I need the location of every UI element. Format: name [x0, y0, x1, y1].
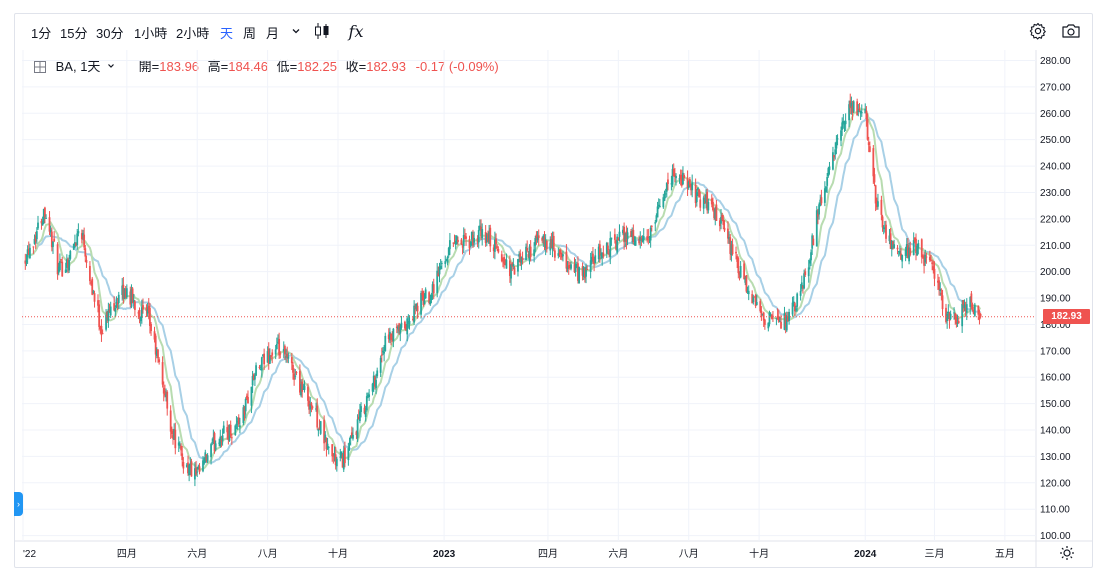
- open-value: 183.96: [159, 59, 200, 74]
- symbol-label[interactable]: BA, 1天: [55, 59, 101, 74]
- open-group: 開=183.96: [139, 59, 203, 74]
- high-value: 184.46: [228, 59, 269, 74]
- indicators-button[interactable]: fx: [344, 19, 368, 43]
- axis-settings-icon[interactable]: [1059, 545, 1075, 566]
- interval-2h[interactable]: 2小時: [176, 26, 210, 41]
- close-label: 收=: [345, 59, 367, 74]
- camera-icon[interactable]: [1059, 19, 1083, 43]
- indicators-label: fx: [348, 21, 364, 41]
- last-price-tag: 182.93: [1043, 309, 1090, 325]
- gear-icon[interactable]: [1026, 19, 1050, 43]
- low-value: 182.25: [297, 59, 337, 74]
- close-value: 182.93: [366, 59, 406, 74]
- interval-1d[interactable]: 天: [220, 26, 234, 41]
- high-label: 高=: [207, 59, 229, 74]
- close-group: 收=182.93: [346, 59, 410, 74]
- change-value: -0.17 (-0.09%): [415, 59, 499, 74]
- interval-1mo[interactable]: 月: [266, 26, 280, 41]
- expand-panel-icon[interactable]: ›: [14, 492, 23, 516]
- symbol-chevron-icon[interactable]: [107, 58, 115, 73]
- open-label: 開=: [138, 59, 160, 74]
- interval-30m[interactable]: 30分: [96, 26, 124, 41]
- low-group: 低=182.25: [277, 59, 341, 74]
- chart-toolbar: 1分 15分 30分 1小時 2小時 天 周 月 fx: [14, 13, 1093, 49]
- chart-legend: BA, 1天 開=183.96 高=184.46 低=182.25 收=182.…: [34, 56, 499, 76]
- candlestick-icon[interactable]: [310, 19, 334, 43]
- interval-1h[interactable]: 1小時: [134, 26, 168, 41]
- interval-1m[interactable]: 1分: [31, 26, 52, 41]
- interval-1w[interactable]: 周: [243, 26, 257, 41]
- interval-15m[interactable]: 15分: [60, 26, 88, 41]
- chevron-down-icon[interactable]: [284, 19, 308, 43]
- high-group: 高=184.46: [208, 59, 272, 74]
- low-label: 低=: [276, 59, 298, 74]
- chart-frame: [14, 13, 1093, 568]
- grid-icon[interactable]: [34, 61, 46, 76]
